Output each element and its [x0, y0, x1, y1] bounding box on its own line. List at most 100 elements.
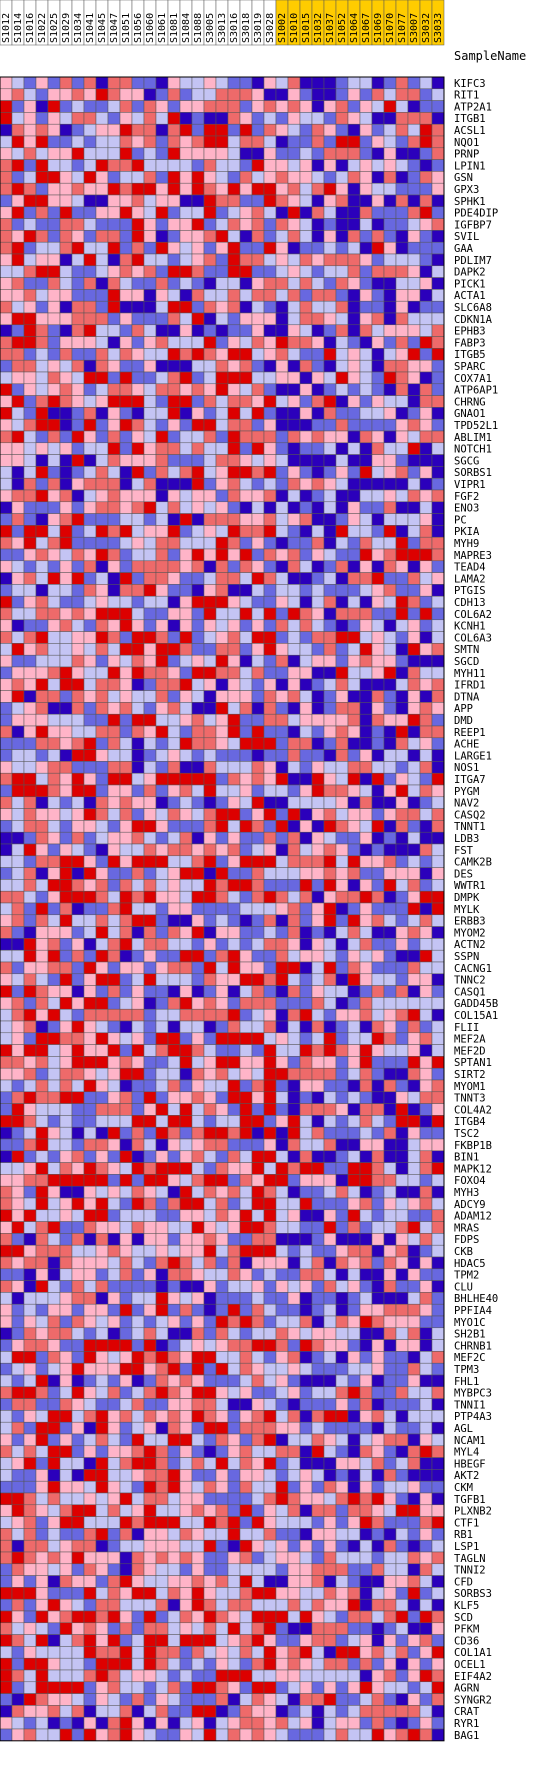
heatmap-cell	[215, 513, 229, 526]
heatmap-cell	[299, 1492, 313, 1506]
heatmap-cell	[107, 489, 121, 503]
heatmap-cell	[35, 1598, 49, 1612]
heatmap-cell	[383, 820, 397, 833]
heatmap-cell	[119, 890, 133, 904]
heatmap-cell	[179, 619, 193, 632]
heatmap-cell	[143, 1162, 157, 1175]
heatmap-cell	[83, 1563, 97, 1576]
heatmap-cell	[239, 1256, 253, 1270]
heatmap-cell	[431, 867, 445, 880]
heatmap-cell	[11, 418, 25, 432]
heatmap-cell	[431, 88, 445, 101]
heatmap-cell	[119, 607, 133, 621]
heatmap-cell	[35, 997, 49, 1010]
heatmap-cell	[83, 1598, 97, 1612]
heatmap-cell	[167, 76, 181, 90]
heatmap-cell	[143, 890, 157, 904]
heatmap-cell	[395, 961, 409, 975]
heatmap-cell	[335, 1197, 349, 1211]
heatmap-cell	[155, 1563, 169, 1576]
heatmap-cell	[203, 1197, 217, 1211]
heatmap-cell	[239, 1421, 253, 1435]
heatmap-cell	[263, 1480, 277, 1494]
heatmap-cell	[119, 159, 133, 172]
heatmap-cell	[0, 348, 13, 361]
heatmap-cell	[0, 643, 13, 656]
heatmap-cell	[191, 1398, 205, 1411]
heatmap-cell	[35, 1256, 49, 1270]
heatmap-cell	[407, 702, 421, 715]
heatmap-cell	[11, 1575, 25, 1588]
heatmap-cell	[143, 1315, 157, 1329]
heatmap-cell	[419, 1398, 433, 1411]
heatmap-cell	[431, 1056, 445, 1069]
heatmap-cell	[239, 312, 253, 326]
gene-label: GNAO1	[454, 408, 486, 420]
heatmap-cell	[419, 395, 433, 408]
heatmap-cell	[95, 277, 109, 290]
heatmap-cell	[335, 241, 349, 255]
heatmap-cell	[215, 749, 229, 762]
gene-label: ADCY9	[454, 1199, 486, 1211]
heatmap-cell	[0, 1056, 13, 1069]
heatmap-cell	[323, 277, 337, 290]
heatmap-cell	[59, 1362, 73, 1376]
heatmap-cell	[203, 1020, 217, 1034]
heatmap-cell	[47, 784, 61, 798]
heatmap-cell	[407, 820, 421, 833]
heatmap-cell	[239, 489, 253, 503]
heatmap-cell	[323, 1386, 337, 1399]
heatmap-cell	[263, 678, 277, 691]
heatmap-cell	[239, 1480, 253, 1494]
heatmap-cell	[167, 525, 181, 538]
heatmap-cell	[311, 418, 325, 432]
heatmap-cell	[311, 1221, 325, 1234]
heatmap-cell	[239, 572, 253, 585]
heatmap-cell	[407, 961, 421, 975]
heatmap-cell	[407, 1539, 421, 1553]
heatmap-cell	[59, 1457, 73, 1470]
heatmap-cell	[383, 194, 397, 208]
heatmap-cell	[287, 300, 301, 314]
heatmap-cell	[83, 584, 97, 597]
heatmap-cell	[203, 371, 217, 385]
heatmap-cell	[59, 1079, 73, 1093]
heatmap-cell	[143, 123, 157, 137]
heatmap-cell	[143, 1327, 157, 1340]
heatmap-cell	[83, 1174, 97, 1187]
heatmap-cell	[419, 1339, 433, 1352]
heatmap-cell	[0, 135, 13, 149]
heatmap-cell	[371, 1528, 385, 1541]
heatmap-cell	[215, 1221, 229, 1234]
heatmap-cell	[407, 1351, 421, 1364]
heatmap-cell	[0, 654, 13, 668]
heatmap-cell	[83, 631, 97, 644]
heatmap-cell	[347, 548, 361, 562]
heatmap-cell	[23, 867, 37, 880]
heatmap-cell	[107, 454, 121, 467]
heatmap-cell	[215, 265, 229, 278]
heatmap-cell	[323, 1209, 337, 1222]
heatmap-cell	[71, 1362, 85, 1376]
heatmap-cell	[71, 926, 85, 939]
heatmap-cell	[131, 348, 145, 361]
heatmap-cell	[227, 1185, 241, 1199]
heatmap-cell	[155, 772, 169, 786]
heatmap-cell	[407, 1162, 421, 1175]
heatmap-cell	[119, 831, 133, 845]
heatmap-cell	[383, 383, 397, 396]
heatmap-cell	[131, 1079, 145, 1093]
heatmap-cell	[251, 1374, 265, 1388]
heatmap-cell	[95, 1126, 109, 1140]
heatmap-cell	[287, 477, 301, 491]
heatmap-cell	[419, 1233, 433, 1246]
heatmap-cell	[71, 997, 85, 1010]
heatmap-cell	[383, 1492, 397, 1506]
heatmap-cell	[143, 843, 157, 857]
heatmap-cell	[299, 1233, 313, 1246]
heatmap-cell	[167, 1598, 181, 1612]
heatmap-cell	[311, 88, 325, 101]
heatmap-cell	[155, 371, 169, 385]
heatmap-cell	[119, 477, 133, 491]
heatmap-cell	[347, 926, 361, 939]
